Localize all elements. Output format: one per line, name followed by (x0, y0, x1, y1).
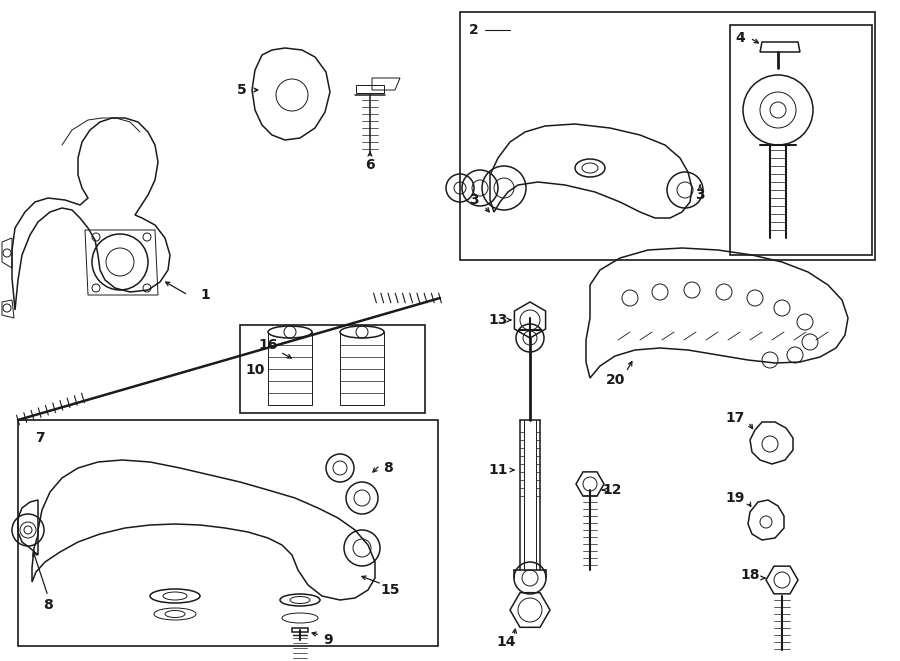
Text: 3: 3 (695, 188, 705, 202)
Bar (730, 25, 872, 255)
Text: 14: 14 (496, 635, 516, 649)
Text: 1: 1 (200, 288, 210, 302)
Text: 11: 11 (488, 463, 508, 477)
Bar (460, 12, 875, 260)
Text: 16: 16 (258, 338, 278, 352)
Text: 6: 6 (365, 158, 374, 172)
Bar (18, 420, 438, 646)
Text: 9: 9 (323, 633, 333, 647)
Ellipse shape (268, 326, 312, 338)
Text: 8: 8 (43, 598, 53, 612)
Text: 10: 10 (246, 363, 265, 377)
Text: 17: 17 (725, 411, 744, 425)
Text: 18: 18 (740, 568, 760, 582)
Text: 3: 3 (469, 193, 479, 207)
Text: 12: 12 (602, 483, 622, 497)
Text: 20: 20 (607, 373, 625, 387)
Text: 7: 7 (35, 431, 45, 445)
Text: 5: 5 (237, 83, 247, 97)
Text: 2: 2 (469, 23, 479, 37)
Bar (240, 325, 425, 413)
Text: 4: 4 (735, 31, 745, 45)
Text: 8: 8 (383, 461, 393, 475)
Text: 19: 19 (725, 491, 744, 505)
Text: 15: 15 (380, 583, 400, 597)
Ellipse shape (340, 326, 384, 338)
Text: 13: 13 (489, 313, 508, 327)
